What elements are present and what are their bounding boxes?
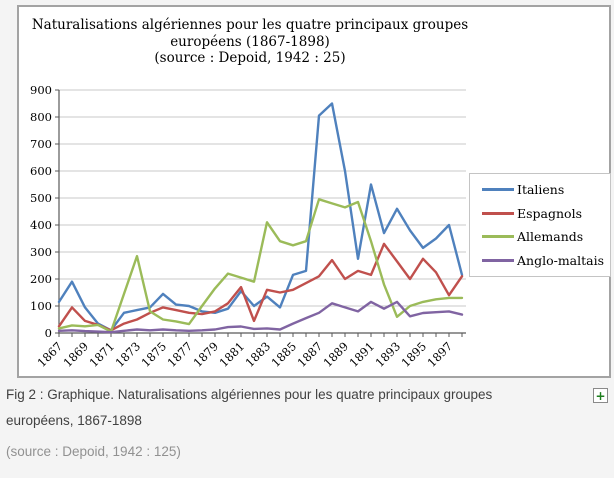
svg-text:1879: 1879 bbox=[191, 339, 222, 370]
svg-text:800: 800 bbox=[30, 110, 52, 124]
svg-text:900: 900 bbox=[30, 83, 52, 97]
svg-text:1867: 1867 bbox=[35, 339, 66, 370]
svg-text:1897: 1897 bbox=[425, 339, 456, 370]
svg-text:0: 0 bbox=[45, 326, 52, 340]
svg-text:1873: 1873 bbox=[113, 339, 144, 370]
svg-text:1889: 1889 bbox=[321, 339, 352, 370]
svg-text:1893: 1893 bbox=[373, 339, 404, 370]
figure-caption: Fig 2 : Graphique. Naturalisations algér… bbox=[6, 387, 493, 428]
legend-line-swatch-espagnols bbox=[482, 211, 514, 215]
svg-text:1877: 1877 bbox=[165, 339, 196, 370]
svg-text:1875: 1875 bbox=[139, 339, 170, 370]
legend-label-espagnols: Espagnols bbox=[517, 205, 582, 221]
svg-text:1887: 1887 bbox=[295, 339, 326, 370]
enlarge-figure-button[interactable]: + bbox=[593, 388, 608, 403]
svg-text:1869: 1869 bbox=[61, 339, 92, 370]
svg-text:200: 200 bbox=[30, 272, 52, 286]
svg-text:1885: 1885 bbox=[269, 339, 300, 370]
legend-item-espagnols: Espagnols bbox=[482, 206, 610, 221]
svg-text:1881: 1881 bbox=[217, 339, 248, 370]
legend-line-swatch-anglo-maltais bbox=[482, 258, 514, 262]
legend-label-allemands: Allemands bbox=[517, 229, 584, 245]
chart-title-line1: Naturalisations algériennes pour les qua… bbox=[31, 17, 469, 33]
legend-line-swatch-allemands bbox=[482, 235, 514, 239]
plus-icon: + bbox=[595, 388, 606, 403]
svg-text:500: 500 bbox=[30, 191, 52, 205]
legend-item-italiens: Italiens bbox=[482, 182, 610, 197]
chart-canvas: 0 100 200 300 400 500 600 700 800 900 186718691871… bbox=[30, 83, 466, 370]
legend-line-swatch-italiens bbox=[482, 188, 514, 192]
chart-title: Naturalisations algériennes pour les qua… bbox=[19, 17, 481, 67]
svg-text:1883: 1883 bbox=[243, 339, 274, 370]
svg-text:300: 300 bbox=[30, 245, 52, 259]
chart-title-line2: européens (1867-1898) bbox=[170, 33, 330, 50]
svg-text:400: 400 bbox=[30, 218, 52, 232]
svg-text:1891: 1891 bbox=[347, 339, 378, 370]
figure-box: 0 100 200 300 400 500 600 700 800 900 1867 1869 1871… bbox=[17, 5, 611, 378]
figure-caption-source: (source : Depoid, 1942 : 125) bbox=[6, 444, 181, 459]
svg-text:1871: 1871 bbox=[87, 339, 118, 370]
svg-text:700: 700 bbox=[30, 137, 52, 151]
chart-title-line3: (source : Depoid, 1942 : 25) bbox=[154, 50, 346, 66]
legend-item-anglo-maltais: Anglo-maltais bbox=[482, 253, 610, 268]
svg-text:1895: 1895 bbox=[399, 339, 430, 370]
legend-label-italiens: Italiens bbox=[517, 182, 565, 198]
svg-text:100: 100 bbox=[30, 299, 52, 313]
chart-legend: Italiens Espagnols Allemands Anglo-malta… bbox=[469, 173, 611, 277]
svg-text:600: 600 bbox=[30, 164, 52, 178]
legend-item-allemands: Allemands bbox=[482, 229, 610, 244]
legend-label-anglo-maltais: Anglo-maltais bbox=[517, 252, 605, 268]
